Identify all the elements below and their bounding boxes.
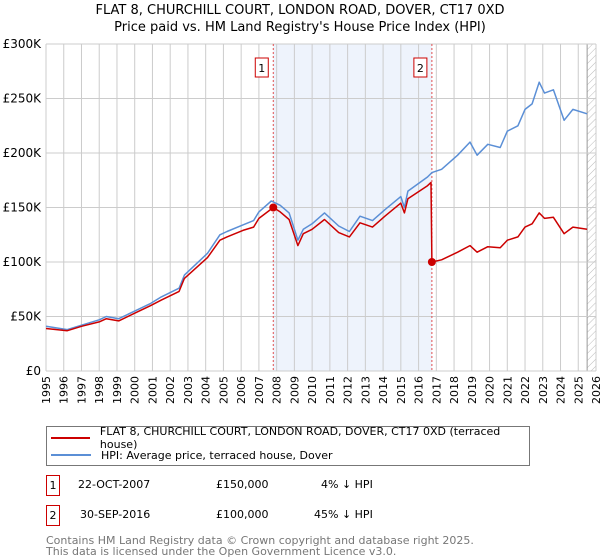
x-tick-label: 2021 bbox=[501, 376, 514, 404]
y-tick-label: £150K bbox=[3, 201, 43, 215]
legend-item-hpi: HPI: Average price, terraced house, Dove… bbox=[51, 447, 333, 463]
sale-label-2: 2 bbox=[417, 62, 424, 75]
y-tick-label: £0 bbox=[26, 364, 41, 378]
footer-attribution: Contains HM Land Registry data © Crown c… bbox=[46, 535, 474, 557]
legend-label-property: FLAT 8, CHURCHILL COURT, LONDON ROAD, DO… bbox=[99, 425, 501, 451]
x-tick-label: 2017 bbox=[430, 376, 443, 404]
x-tick-label: 2020 bbox=[484, 376, 497, 404]
sale-point-1 bbox=[269, 203, 278, 212]
x-tick-label: 1996 bbox=[58, 376, 71, 404]
transaction-row: 2 30-SEP-2016 £100,000 45% ↓ HPI bbox=[46, 505, 446, 527]
transaction-hpi-diff: 4% ↓ HPI bbox=[321, 478, 373, 491]
x-tick-label: 2000 bbox=[129, 376, 142, 404]
chart-title: FLAT 8, CHURCHILL COURT, LONDON ROAD, DO… bbox=[95, 3, 505, 18]
x-tick-label: 2011 bbox=[324, 376, 337, 404]
transaction-hpi-diff: 45% ↓ HPI bbox=[314, 508, 373, 521]
y-tick-label: £250K bbox=[3, 92, 43, 106]
x-tick-label: 2010 bbox=[306, 376, 319, 404]
transaction-badge: 2 bbox=[46, 505, 60, 526]
sale-label-box-2 bbox=[413, 57, 428, 78]
hpi-price-line bbox=[45, 81, 588, 331]
legend-swatch-hpi bbox=[51, 454, 91, 456]
x-tick-label: 2009 bbox=[288, 376, 301, 404]
x-tick-label: 2024 bbox=[555, 376, 568, 404]
property-price-line bbox=[45, 181, 588, 332]
x-tick-label: 1999 bbox=[111, 376, 124, 404]
sale-point-2 bbox=[427, 258, 436, 266]
transaction-date: 30-SEP-2016 bbox=[80, 508, 151, 521]
y-tick-label: £50K bbox=[10, 310, 42, 324]
transaction-price: £100,000 bbox=[216, 508, 269, 521]
chart-legend: FLAT 8, CHURCHILL COURT, LONDON ROAD, DO… bbox=[46, 425, 530, 466]
x-tick-label: 2019 bbox=[466, 376, 479, 404]
x-tick-label: 2013 bbox=[359, 376, 372, 404]
x-tick-label: 2007 bbox=[253, 376, 266, 404]
sale-label-box-1 bbox=[254, 57, 269, 78]
legend-label-hpi: HPI: Average price, terraced house, Dove… bbox=[101, 448, 333, 462]
x-tick-label: 2018 bbox=[448, 376, 461, 404]
x-tick-label: 2016 bbox=[413, 376, 426, 404]
transaction-date: 22-OCT-2007 bbox=[78, 478, 151, 491]
sale-label-1: 1 bbox=[258, 62, 265, 75]
x-tick-label: 2023 bbox=[537, 376, 550, 404]
x-tick-label: 2022 bbox=[519, 376, 532, 404]
y-tick-label: £200K bbox=[3, 146, 43, 160]
x-tick-label: 1998 bbox=[93, 376, 106, 404]
legend-swatch-property bbox=[51, 437, 90, 439]
x-tick-label: 2014 bbox=[377, 376, 390, 404]
x-tick-label: 2026 bbox=[590, 376, 600, 404]
x-tick-label: 2001 bbox=[146, 376, 159, 404]
x-tick-label: 2005 bbox=[217, 376, 230, 404]
x-tick-label: 2002 bbox=[164, 376, 177, 404]
legend-item-property: FLAT 8, CHURCHILL COURT, LONDON ROAD, DO… bbox=[51, 425, 529, 451]
x-tick-label: 2015 bbox=[395, 376, 408, 404]
transaction-price: £150,000 bbox=[216, 478, 269, 491]
footer-line-1: Contains HM Land Registry data © Crown c… bbox=[46, 534, 474, 547]
x-tick-label: 2006 bbox=[235, 376, 248, 404]
x-tick-label: 2025 bbox=[572, 376, 585, 404]
price-chart: 1 2 1995 1996 1997 1998 1999 2000 2001 2002 2003 20… bbox=[3, 37, 600, 404]
y-tick-label: £300K bbox=[3, 37, 43, 51]
footer-line-2: This data is licensed under the Open Gov… bbox=[46, 545, 397, 558]
x-tick-label: 1997 bbox=[75, 376, 88, 404]
x-tick-label: 2003 bbox=[182, 376, 195, 404]
x-tick-label: 2008 bbox=[271, 376, 284, 404]
transaction-row: 1 22-OCT-2007 £150,000 4% ↓ HPI bbox=[46, 475, 446, 497]
transaction-badge: 1 bbox=[46, 475, 60, 496]
x-tick-label: 2004 bbox=[200, 376, 213, 404]
x-tick-label: 2012 bbox=[342, 376, 355, 404]
chart-subtitle: Price paid vs. HM Land Registry's House … bbox=[114, 20, 486, 35]
y-tick-label: £100K bbox=[3, 255, 43, 269]
x-tick-label: 1995 bbox=[40, 376, 53, 404]
